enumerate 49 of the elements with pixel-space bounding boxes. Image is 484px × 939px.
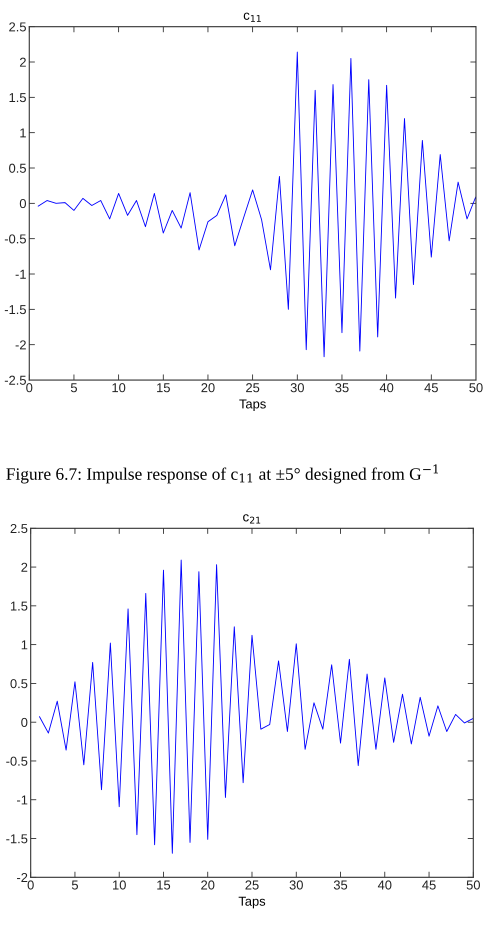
x-tick-label: 30 [290,880,303,890]
x-tick-label: 45 [422,880,436,890]
x-axis-title: Taps [238,896,266,908]
x-tick-label: 35 [334,880,348,890]
x-axis-title: Taps [239,399,266,412]
line-series [38,52,476,358]
x-tick-label: 10 [112,383,126,392]
y-tick-label: 0 [20,199,26,208]
x-tick-label: 15 [157,383,170,392]
y-tick-label: -0.5 [4,234,26,244]
x-tick-label: 20 [201,880,214,890]
x-tick-label: 25 [245,880,259,890]
y-tick-label: 2.5 [10,524,28,534]
y-tick-label: 1 [20,128,26,138]
y-tick-label: -2 [16,872,28,882]
x-tick-label: 5 [70,383,77,392]
y-tick-label: -1.5 [6,834,28,844]
y-tick-label: -1 [16,270,26,279]
x-tick-label: 50 [466,880,480,890]
y-tick-label: -2.5 [4,376,26,385]
y-tick-label: 2.5 [9,22,26,32]
caption: Figure 6.7: Impulse response of c$_{11}$ at ±5° designed from G$^{−1}$ [6,464,438,484]
y-tick-label: 1.5 [10,602,28,611]
x-tick-label: 10 [113,880,126,890]
y-tick-label: 0 [21,718,28,727]
x-tick-label: 40 [380,383,394,392]
y-tick-label: 2 [21,562,28,572]
x-tick-label: 5 [72,880,78,890]
x-tick-label: 0 [28,880,34,890]
x-tick-label: 45 [424,383,438,392]
x-tick-label: 50 [469,383,483,392]
x-tick-label: 30 [290,383,304,392]
y-tick-label: 1 [22,640,28,650]
line-series [39,560,474,854]
x-tick-label: 20 [201,383,215,392]
chart-title: c$_{21}$ [243,514,260,524]
x-tick-label: 25 [246,383,260,392]
x-tick-label: 15 [157,880,170,890]
y-tick-label: 0.5 [10,679,28,688]
y-tick-label: 1.5 [10,93,26,102]
y-tick-label: -2 [16,340,26,350]
y-tick-label: -0.5 [6,756,28,766]
chart-title: c$_{11}$ [244,12,261,22]
y-tick-label: -1.5 [4,305,26,314]
x-tick-label: 40 [378,880,392,890]
y-tick-label: 0.5 [9,164,26,173]
y-tick-label: -1 [16,796,28,804]
x-tick-label: 35 [335,383,349,392]
y-tick-label: 2 [20,58,26,67]
